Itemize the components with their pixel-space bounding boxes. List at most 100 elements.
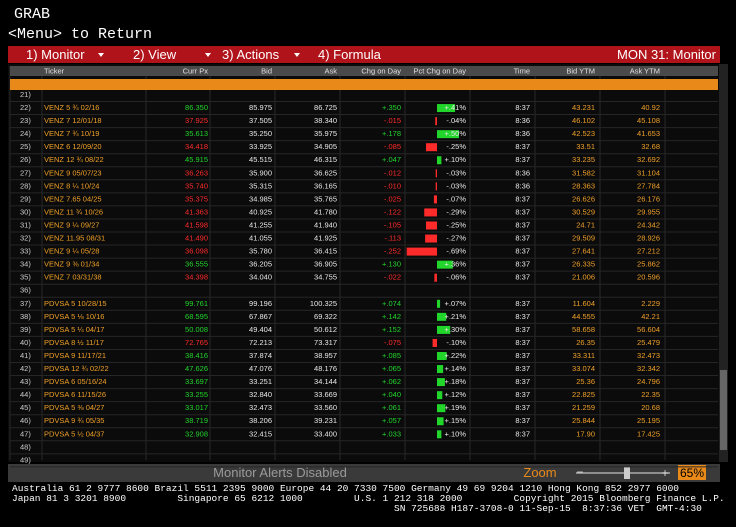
column-header[interactable]: Bid YTM (566, 66, 595, 75)
row-number: 21) (20, 90, 31, 99)
cell[interactable]: VENZ 12 ¾ 08/22 (44, 155, 104, 164)
cell: 21.259 (572, 403, 595, 412)
scrollbar[interactable] (719, 64, 728, 462)
cell: 42.21 (641, 312, 660, 321)
row-number: 45) (20, 403, 31, 412)
cell: 56.604 (637, 325, 660, 334)
cell: 8:37 (515, 416, 530, 425)
pct-change-bar (437, 325, 451, 334)
cell[interactable]: PDVSA 6 05/16/24 (44, 377, 107, 386)
cell: 2.229 (641, 299, 660, 308)
pct-change-bar (424, 208, 437, 217)
menu-item[interactable]: 3) Actions (222, 47, 280, 62)
menu-item[interactable]: 2) View (133, 47, 177, 62)
cell: 8:37 (515, 142, 530, 151)
cell[interactable]: VENZ 7.65 04/25 (44, 194, 102, 203)
row-number: 43) (20, 377, 31, 386)
cell[interactable]: VENZ 7 03/31/38 (44, 273, 102, 282)
column-header[interactable]: Time (514, 66, 530, 75)
cell: 32.908 (185, 429, 208, 438)
cell[interactable]: VENZ 11 ¾ 10/26 (44, 207, 103, 216)
cell[interactable]: PDVSA 6 11/15/26 (44, 390, 106, 399)
column-header[interactable]: Ask YTM (630, 66, 660, 75)
column-header[interactable]: Curr Px (183, 66, 209, 75)
cell[interactable]: VENZ 6 12/09/20 (44, 142, 102, 151)
zoom-box[interactable] (678, 465, 706, 480)
cell[interactable]: PDVSA 5 ⅛ 10/16 (44, 312, 104, 321)
cell: 35.250 (249, 129, 272, 138)
column-header[interactable]: Bid (261, 66, 272, 75)
cell[interactable]: PDVSA 5 ¼ 04/17 (44, 325, 104, 334)
zoom-knob[interactable] (624, 467, 630, 479)
cell: 35.765 (314, 194, 337, 203)
dropdown-arrow[interactable] (205, 53, 211, 57)
cell[interactable]: VENZ 11.95 08/31 (44, 234, 105, 243)
cell[interactable]: VENZ 5 ¾ 02/16 (44, 103, 99, 112)
cell: +.15% (445, 416, 467, 425)
cell: 25.36 (576, 377, 595, 386)
cell[interactable]: PDVSA 8 ½ 11/17 (44, 338, 104, 347)
cell: 24.342 (637, 220, 660, 229)
cell[interactable]: VENZ 9 05/07/23 (44, 168, 102, 177)
dropdown-arrow[interactable] (294, 53, 300, 57)
cell[interactable]: VENZ 9 ¼ 09/27 (44, 220, 99, 229)
cell[interactable]: VENZ 9 ⅜ 01/34 (44, 260, 99, 269)
cell[interactable]: PDVSA 12 ¾ 02/22 (44, 364, 109, 373)
cell: 32.342 (637, 364, 660, 373)
cell[interactable]: PDVSA 5 ⅜ 04/27 (44, 403, 104, 412)
zoom-minus[interactable]: − (576, 465, 583, 479)
pct-change-bar (437, 299, 441, 308)
cell: 17.425 (637, 429, 660, 438)
cell: 33.251 (249, 377, 272, 386)
cell: 50.612 (314, 325, 337, 334)
menu-item[interactable]: 1) Monitor (26, 47, 85, 62)
cell: 41.255 (249, 220, 272, 229)
cell: +.50% (445, 129, 467, 138)
cell[interactable]: VENZ 8 ¼ 10/24 (44, 181, 99, 190)
cell: 32.415 (249, 429, 272, 438)
cell: 32.473 (637, 351, 660, 360)
cell: 34.755 (314, 273, 337, 282)
header-row (10, 66, 718, 76)
cell: 40.925 (249, 207, 272, 216)
scrollbar-thumb[interactable] (720, 370, 727, 450)
return-hint[interactable]: <Menu> to Return (8, 26, 152, 43)
cell: +.22% (445, 351, 467, 360)
cell: +.12% (445, 390, 467, 399)
cell: 32.473 (249, 403, 272, 412)
footer-line: Japan 81 3 3201 8900 Singapore 65 6212 1… (12, 493, 725, 504)
cell[interactable]: VENZ 7 ¾ 10/19 (44, 129, 99, 138)
dropdown-arrow[interactable] (98, 53, 104, 57)
input-row (10, 79, 718, 90)
column-header[interactable]: Pct Chg on Day (413, 66, 466, 75)
column-header[interactable]: Ask (324, 66, 337, 75)
cell: 45.515 (249, 155, 272, 164)
cell: 100.325 (310, 299, 337, 308)
cell[interactable]: PDVSA 9 11/17/21 (44, 351, 106, 360)
pct-change-bar (406, 247, 437, 256)
row-number: 42) (20, 364, 31, 373)
cell: 38.340 (314, 116, 337, 125)
pct-change-bar (432, 338, 437, 347)
zoom-plus[interactable]: + (661, 466, 668, 480)
cell[interactable]: PDVSA 9 ¾ 05/35 (44, 416, 104, 425)
column-header[interactable]: Ticker (44, 66, 65, 75)
cell: 26.35 (576, 338, 595, 347)
cell: 73.317 (314, 338, 337, 347)
cell: -.085 (384, 142, 401, 151)
cell[interactable]: PDVSA 5 10/28/15 (44, 299, 107, 308)
row-number: 30) (20, 207, 31, 216)
cell: 47.076 (249, 364, 272, 373)
cell[interactable]: VENZ 7 12/01/18 (44, 116, 102, 125)
cell: +.085 (382, 351, 401, 360)
pct-change-bar (426, 221, 437, 230)
pct-change-bar (437, 312, 447, 321)
menu-item[interactable]: 4) Formula (318, 47, 382, 62)
column-header[interactable]: Chg on Day (361, 66, 401, 75)
cell: 8:37 (515, 207, 530, 216)
cell[interactable]: PDVSA 5 ½ 04/37 (44, 429, 104, 438)
cell: 34.398 (185, 273, 208, 282)
cell: 45.915 (185, 155, 208, 164)
cell[interactable]: VENZ 9 ¼ 05/28 (44, 247, 99, 256)
